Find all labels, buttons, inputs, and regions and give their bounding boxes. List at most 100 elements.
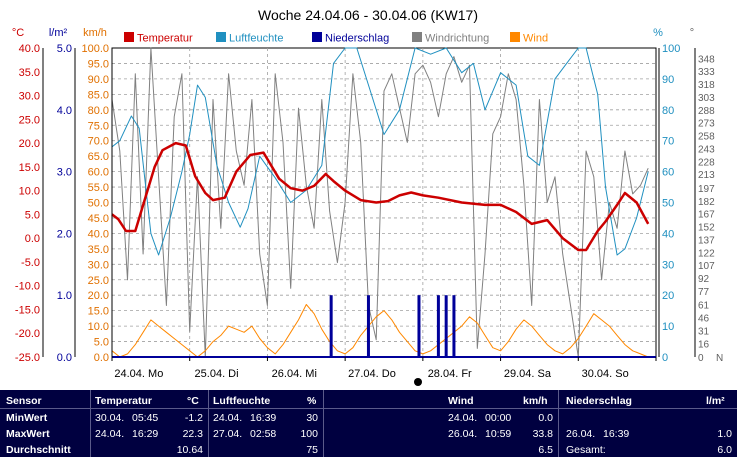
stats-min-wind-value: 0.0 — [538, 412, 553, 424]
stats-max-lf-value: 100 — [300, 428, 318, 440]
tick-label-direction: 107 — [698, 261, 715, 272]
chart-axes: 40.0 35.0 30.0 25.0 20.0 15.0 10.0 5.0 0.0 -5.0 -1… — [15, 43, 723, 364]
tick-label-direction: 31 — [698, 326, 710, 337]
x-tick-label: 29.04. Sa — [504, 368, 552, 380]
rain-bar — [444, 295, 448, 357]
stats-min-wind-date: 24.04. — [448, 412, 478, 424]
tick-label-wind: 65.0 — [88, 151, 109, 163]
tick-label-direction: 288 — [698, 106, 715, 117]
tick-label-direction: 273 — [698, 119, 715, 130]
tick-label-wind: 0.0 — [94, 352, 109, 364]
tick-label-temp: 25.0 — [19, 114, 40, 126]
stats-min-lf-value: 30 — [306, 412, 318, 424]
tick-label-humidity: 60 — [662, 167, 674, 179]
series-line-luftfeuchte — [111, 47, 649, 256]
x-tick-label: 24.04. Mo — [114, 368, 163, 380]
tick-label-humidity: 90 — [662, 74, 674, 86]
legend-swatch — [124, 32, 134, 42]
tick-label-wind: 85.0 — [88, 89, 109, 101]
tick-label-humidity: 20 — [662, 290, 674, 302]
axis-unit-header: °C — [12, 27, 24, 39]
axis-unit-header: l/m² — [49, 27, 68, 39]
stats-max-rain-date: 26.04. — [566, 428, 596, 440]
tick-label-wind: 60.0 — [88, 167, 109, 179]
tick-label-direction-north: N — [716, 353, 723, 364]
tick-label-direction: 122 — [698, 248, 715, 259]
statistics-table: Sensor Temperatur °C Luftfeuchte % Wind … — [0, 390, 737, 457]
marker-dot-icon — [414, 378, 422, 386]
stats-max-wind-date: 26.04. — [448, 428, 478, 440]
chart-title: Woche 24.04.06 - 30.04.06 (KW17) — [258, 7, 478, 23]
stats-min-lf-date: 24.04. — [213, 412, 243, 424]
tick-label-temp: -25.0 — [15, 352, 40, 364]
tick-label-direction: 167 — [698, 210, 715, 221]
tick-label-rain: 1.0 — [57, 290, 72, 302]
tick-label-humidity: 40 — [662, 228, 674, 240]
stats-max-rain-time: 16:39 — [603, 428, 630, 440]
tick-label-direction: 0 — [698, 353, 704, 364]
tick-label-wind: 75.0 — [88, 120, 109, 132]
stats-header-temp-unit: °C — [187, 395, 199, 407]
tick-label-wind: 20.0 — [88, 290, 109, 302]
stats-total-rain-label: Gesamt: — [566, 444, 606, 456]
x-tick-label: 30.04. So — [582, 368, 629, 380]
stats-max-temp-time: 16:29 — [132, 428, 159, 440]
legend-label: Luftfeuchte — [229, 33, 283, 45]
tick-label-direction: 303 — [698, 93, 715, 104]
tick-label-wind: 30.0 — [88, 259, 109, 271]
tick-label-direction: 77 — [698, 287, 710, 298]
tick-label-direction: 16 — [698, 339, 710, 350]
stats-header-wind-unit: km/h — [523, 395, 548, 407]
tick-label-rain: 5.0 — [57, 43, 72, 55]
tick-label-wind: 95.0 — [88, 58, 109, 70]
tick-label-direction: 92 — [698, 274, 710, 285]
weather-chart: Woche 24.04.06 - 30.04.06 (KW17) Tempera… — [12, 7, 723, 386]
tick-label-direction: 243 — [698, 144, 715, 155]
axis-headers: °C l/m² km/h% ° — [12, 27, 694, 39]
x-tick-label: 28.04. Fr — [428, 368, 472, 380]
tick-label-humidity: 70 — [662, 136, 674, 148]
stats-max-wind-value: 33.8 — [532, 428, 553, 440]
rain-bar — [417, 295, 421, 357]
tick-label-wind: 5.0 — [94, 337, 109, 349]
stats-avg-wind-value: 6.5 — [538, 444, 553, 456]
tick-label-wind: 100.0 — [81, 43, 109, 55]
tick-label-wind: 80.0 — [88, 105, 109, 117]
stats-max-temp-date: 24.04. — [95, 428, 125, 440]
stats-max-rain-value: 1.0 — [717, 428, 732, 440]
chart-series — [111, 47, 656, 358]
tick-label-wind: 40.0 — [88, 228, 109, 240]
stats-header-sensor: Sensor — [6, 395, 42, 407]
stats-header-temperatur: Temperatur — [95, 395, 152, 407]
tick-label-humidity: 80 — [662, 105, 674, 117]
axis-unit-header: % — [653, 27, 663, 39]
tick-label-wind: 90.0 — [88, 74, 109, 86]
tick-label-temp: 30.0 — [19, 91, 40, 103]
stats-max-temp-value: 22.3 — [182, 428, 203, 440]
stats-max-lf-time: 02:58 — [250, 428, 277, 440]
stats-min-wind-time: 00:00 — [485, 412, 512, 424]
tick-label-direction: 228 — [698, 157, 715, 168]
tick-label-temp: -20.0 — [15, 328, 40, 340]
tick-label-wind: 55.0 — [88, 182, 109, 194]
legend-swatch — [312, 32, 322, 42]
rain-bar — [366, 295, 370, 357]
tick-label-temp: -5.0 — [21, 257, 40, 269]
tick-label-direction: 61 — [698, 301, 710, 312]
tick-label-direction: 333 — [698, 67, 715, 78]
tick-label-direction: 46 — [698, 314, 710, 325]
tick-label-wind: 45.0 — [88, 213, 109, 225]
tick-label-temp: 20.0 — [19, 138, 40, 150]
stats-header-niederschlag: Niederschlag — [566, 395, 632, 407]
stats-max-lf-date: 27.04. — [213, 428, 243, 440]
tick-label-wind: 70.0 — [88, 136, 109, 148]
legend-label: Niederschlag — [325, 33, 389, 45]
tick-label-wind: 35.0 — [88, 244, 109, 256]
tick-label-rain: 0.0 — [57, 352, 72, 364]
axis-unit-header: km/h — [83, 27, 107, 39]
tick-label-wind: 25.0 — [88, 275, 109, 287]
legend-swatch — [510, 32, 520, 42]
legend-label: Windrichtung — [425, 33, 489, 45]
legend-swatch — [216, 32, 226, 42]
tick-label-temp: 35.0 — [19, 67, 40, 79]
